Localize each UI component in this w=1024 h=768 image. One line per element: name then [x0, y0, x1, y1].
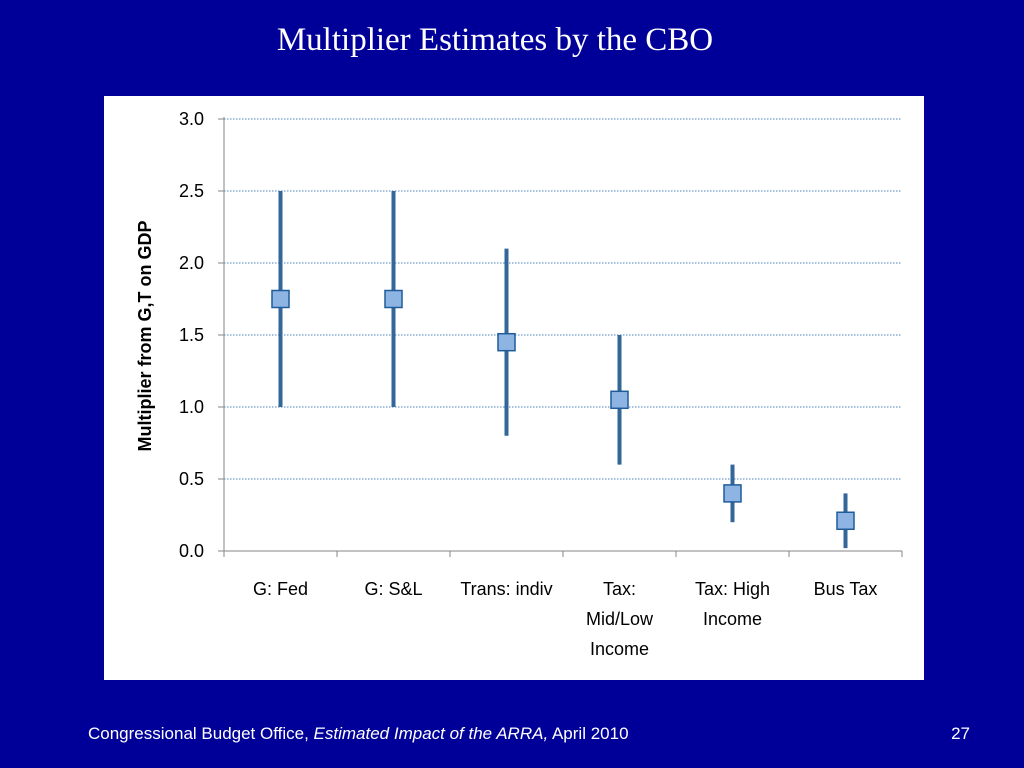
point-marker — [836, 511, 855, 531]
chart-panel: 0.0 0.5 1.0 1.5 2.0 2.5 3.0 G: Fed G: S&L Trans:… — [104, 96, 924, 680]
point-marker — [610, 390, 629, 410]
x-category-label: G: S&L — [364, 579, 422, 599]
point-marker — [497, 332, 516, 352]
y-tick-label: 0.0 — [179, 541, 204, 561]
gridlines — [224, 118, 902, 480]
source-title: Estimated Impact of the ARRA, — [313, 724, 549, 743]
point-marker — [384, 289, 403, 309]
y-tick-label: 0.5 — [179, 469, 204, 489]
source-citation: Congressional Budget Office, Estimated I… — [88, 724, 629, 744]
x-category-label: Bus Tax — [814, 579, 878, 599]
x-category-label: G: Fed — [253, 579, 308, 599]
range-chart: 0.0 0.5 1.0 1.5 2.0 2.5 3.0 G: Fed G: S&L Trans:… — [135, 109, 903, 659]
point-marker — [271, 289, 290, 309]
slide-title: Multiplier Estimates by the CBO — [276, 22, 714, 58]
page-number: 27 — [951, 724, 970, 743]
source-prefix: Congressional Budget Office, — [88, 724, 314, 743]
source-date: April 2010 — [548, 724, 629, 743]
x-category-label: Tax: Mid/Low Income — [586, 579, 654, 659]
x-category-label: Trans: indiv — [460, 579, 552, 599]
point-marker — [723, 484, 742, 503]
y-tick-label: 3.0 — [179, 109, 204, 129]
y-tick-labels: 0.0 0.5 1.0 1.5 2.0 2.5 3.0 — [179, 109, 204, 561]
y-axis-label: Multiplier from G,T on GDP — [135, 221, 155, 452]
y-tick-label: 1.0 — [179, 397, 204, 417]
range-lines — [278, 191, 848, 549]
y-tick-label: 1.5 — [179, 325, 204, 345]
y-tick-label: 2.0 — [179, 253, 204, 273]
axes — [218, 117, 903, 557]
point-markers — [271, 289, 855, 531]
y-tick-label: 2.5 — [179, 181, 204, 201]
x-category-labels: G: Fed G: S&L Trans: indiv Tax: Mid/Low Incom… — [253, 579, 877, 659]
x-category-label: Tax: High Income — [695, 579, 770, 629]
